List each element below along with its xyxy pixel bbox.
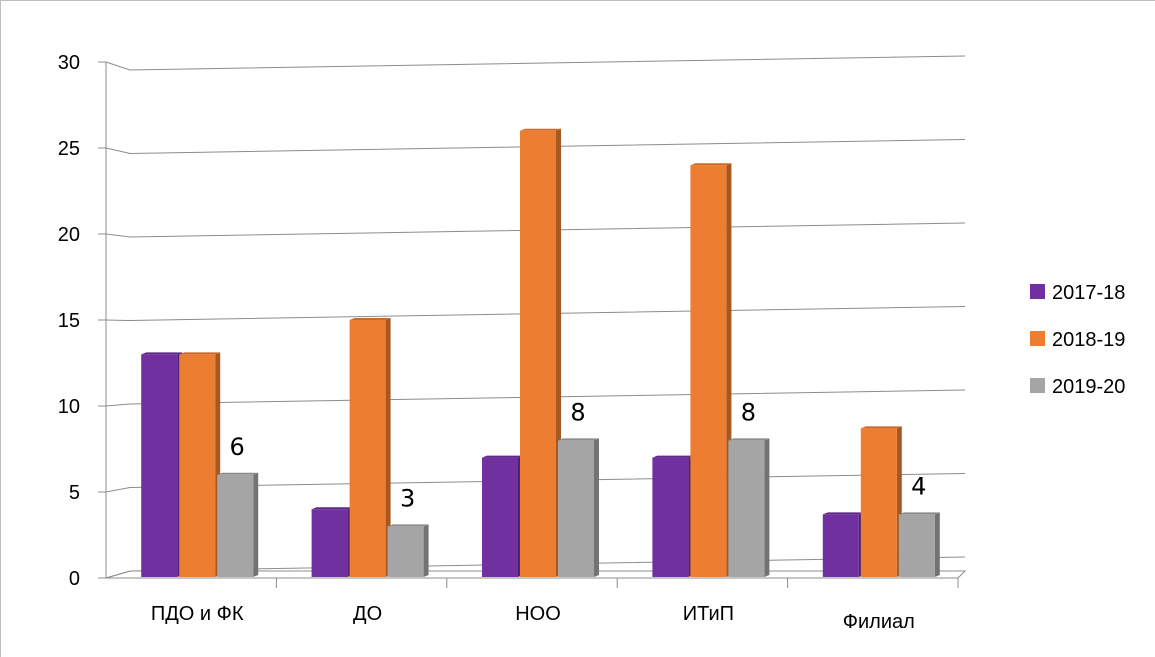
bar-top [690, 163, 732, 166]
bar-side [423, 524, 429, 577]
gridline [105, 389, 966, 407]
y-tick-label: 25 [58, 138, 80, 160]
data-label: 3 [400, 484, 415, 512]
category-label: НОО [515, 603, 561, 625]
bar-top [387, 524, 429, 527]
bar-side [385, 318, 391, 577]
bar-top [822, 512, 864, 515]
bar-top [179, 352, 221, 355]
bar-2017-18-ИТиП [652, 457, 689, 577]
legend: 2017-18 2018-19 2019-20 [1030, 282, 1125, 398]
bar-2018-19-ИТиП [690, 165, 727, 577]
bar-2018-19-Филиал [860, 428, 897, 577]
bar-top [217, 472, 259, 475]
bars [141, 128, 940, 578]
bar-2018-19-ДО [349, 320, 386, 577]
legend-label: 2018-19 [1052, 329, 1125, 351]
legend-swatch [1030, 331, 1045, 346]
bar-2017-18-ПДО и ФК [141, 354, 178, 577]
legend-swatch [1030, 284, 1045, 299]
legend-label: 2019-20 [1052, 376, 1125, 398]
gridline [105, 139, 966, 155]
y-tick-label: 20 [58, 224, 80, 246]
category-label: Филиал [843, 611, 915, 633]
legend-label: 2017-18 [1052, 282, 1125, 304]
bar-top [898, 512, 940, 515]
bar-2017-18-ДО [311, 509, 348, 577]
bar-2019-20-ИТиП [728, 440, 765, 577]
bar-2018-19-НОО [520, 130, 556, 578]
y-tick-labels: 0 5 10 15 20 25 30 [58, 52, 80, 590]
bar-side [253, 472, 259, 577]
bar-2019-20-ПДО и ФК [217, 474, 254, 577]
category-label: ДО [353, 603, 382, 625]
bar-2019-20-ДО [387, 526, 424, 577]
y-tick-label: 30 [58, 52, 80, 74]
bar-2018-19-ПДО и ФК [179, 354, 216, 577]
gridline [105, 55, 966, 71]
y-tick-label: 15 [58, 310, 80, 332]
bar-2017-18-Филиал [822, 514, 859, 577]
bar-top [652, 455, 694, 458]
legend-swatch [1030, 378, 1045, 393]
bar-side [594, 438, 599, 577]
y-tick-label: 10 [58, 396, 80, 418]
bar-top [520, 128, 561, 131]
axes [98, 61, 967, 588]
category-label: ПДО и ФК [151, 603, 244, 625]
gridline [105, 222, 966, 238]
bar-top [558, 438, 599, 441]
bar-2019-20-Филиал [898, 514, 935, 577]
bar-top [311, 507, 353, 510]
data-label: 6 [230, 433, 245, 461]
bar-top [141, 352, 183, 355]
y-tick-label: 0 [69, 568, 80, 590]
gridline [105, 306, 966, 322]
bar-2017-18-НОО [482, 457, 518, 577]
bar-side [934, 512, 940, 577]
bar-top [860, 426, 902, 429]
category-labels: ПДО и ФК ДО НОО ИТиП Филиал [151, 603, 915, 633]
bar-top [349, 318, 391, 320]
bar-top [728, 438, 770, 441]
data-label: 8 [741, 398, 756, 426]
data-label: 4 [911, 472, 926, 500]
bar-top [482, 455, 523, 458]
data-labels: 6 3 8 8 4 [230, 398, 927, 512]
bar-2019-20-НОО [558, 440, 594, 577]
y-tick-label: 5 [69, 482, 80, 504]
category-label: ИТиП [683, 603, 734, 625]
bar-side [764, 438, 770, 577]
x-axis-floor [105, 570, 967, 579]
data-label: 8 [570, 398, 585, 426]
